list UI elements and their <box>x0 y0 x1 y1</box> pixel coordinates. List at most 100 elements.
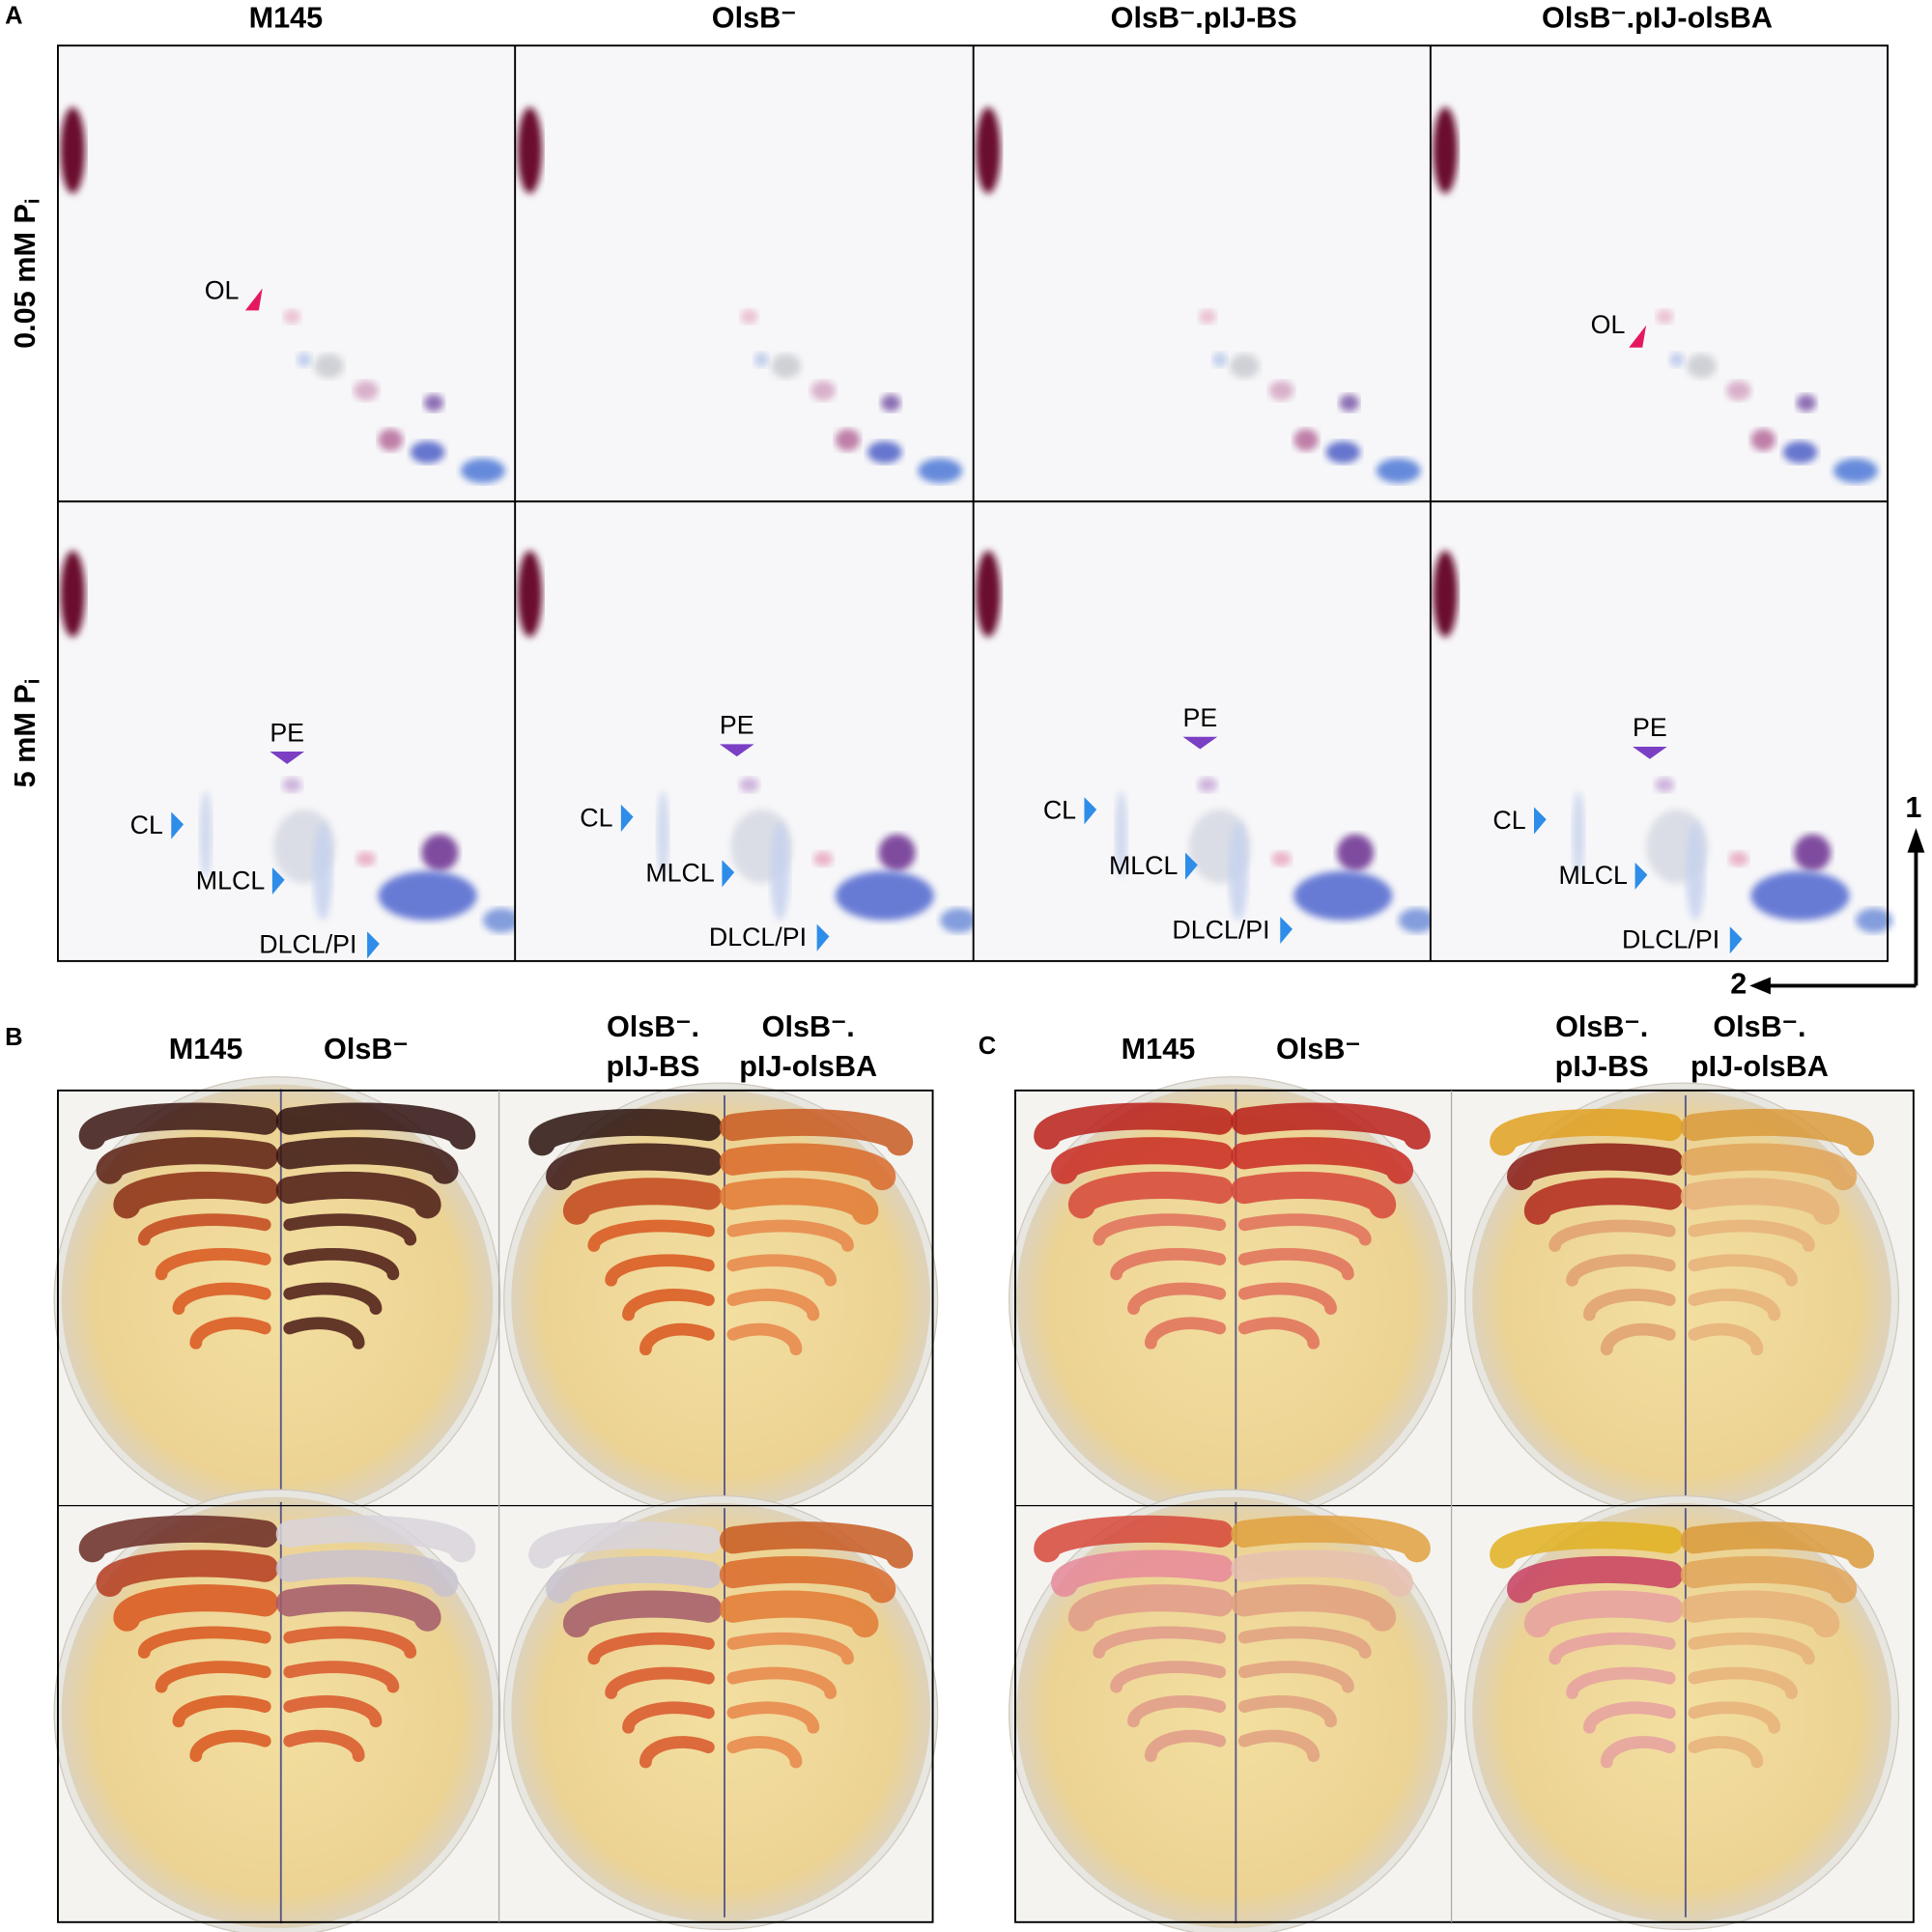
axis-arrow <box>1768 850 1918 988</box>
axis-label: 2 <box>1730 968 1747 1001</box>
arrowhead <box>171 811 185 839</box>
column-header: OlsB⁻.pIJ-olsBA <box>1542 2 1773 35</box>
lipid-spot <box>1293 870 1393 921</box>
streak <box>1231 1549 1414 1598</box>
spot-label: OL <box>205 275 240 304</box>
arrowhead <box>1534 807 1547 835</box>
arrowhead <box>1634 862 1648 890</box>
lipid-spot <box>1228 821 1249 921</box>
origin-spot <box>60 106 86 194</box>
column-header: pIJ-olsBA <box>1690 1050 1829 1083</box>
petri-dish <box>1009 1076 1457 1524</box>
spot-label: CL <box>1043 796 1076 825</box>
panel-label: C <box>979 1033 996 1060</box>
tlc-plate <box>973 45 1431 502</box>
column-header: OlsB⁻. <box>1555 1010 1648 1043</box>
lipid-spot <box>835 428 861 451</box>
column-header: M145 <box>249 2 324 35</box>
lipid-spot <box>1796 394 1817 412</box>
streak <box>1237 1248 1354 1281</box>
lipid-spot <box>1572 790 1585 878</box>
column-header: pIJ-olsBA <box>739 1050 877 1083</box>
streak <box>1051 1549 1234 1598</box>
column-header: M145 <box>1122 1033 1196 1065</box>
arrowhead <box>1182 736 1218 750</box>
streak <box>1680 1590 1840 1638</box>
spot-label: PE <box>720 711 754 740</box>
column-header: pIJ-BS <box>1555 1050 1649 1083</box>
origin-spot <box>976 106 1001 194</box>
row-label-text: 0.05 mM P <box>9 204 42 349</box>
lipid-spot <box>378 870 477 921</box>
spot-label: CL <box>130 810 163 839</box>
streak <box>1583 1289 1676 1321</box>
tlc-plate <box>57 501 521 961</box>
streak <box>155 1661 271 1693</box>
streak <box>719 1108 914 1156</box>
lipid-spot <box>810 381 836 401</box>
lipid-spot <box>1268 381 1294 401</box>
spot-label: PE <box>1633 713 1667 742</box>
streak <box>719 1555 896 1604</box>
column-header: OlsB⁻. <box>762 1010 855 1043</box>
streak <box>726 1666 838 1699</box>
streak <box>1034 1102 1234 1151</box>
lipid-spot <box>1855 908 1893 933</box>
streak <box>1067 1171 1234 1219</box>
arrowhead <box>270 752 305 764</box>
lipid-spot <box>1833 458 1878 483</box>
arrowhead <box>1280 916 1293 945</box>
streak <box>189 1317 271 1350</box>
lipid-spot <box>1728 851 1748 867</box>
streak <box>1144 1729 1227 1762</box>
lipid-spot <box>812 851 834 867</box>
spot-label: MLCL <box>196 866 265 895</box>
streak <box>137 1213 271 1246</box>
streak <box>137 1626 271 1659</box>
streak <box>1600 1322 1676 1356</box>
streak <box>172 1282 271 1315</box>
streak <box>78 1102 279 1151</box>
streak <box>1231 1137 1414 1184</box>
spot-label: MLCL <box>1109 851 1178 880</box>
lipid-spot <box>878 834 916 871</box>
column-header: pIJ-BS <box>607 1050 700 1083</box>
streak <box>78 1515 279 1563</box>
streak <box>1688 1633 1815 1665</box>
streak <box>1237 1729 1321 1762</box>
streak <box>275 1102 476 1151</box>
streak <box>1144 1317 1227 1350</box>
arrowhead <box>722 860 735 888</box>
lipid-spot <box>378 428 404 451</box>
axis-label: 1 <box>1905 791 1921 824</box>
streak <box>283 1729 365 1762</box>
lipid-spot <box>918 458 963 483</box>
streak <box>587 1219 715 1252</box>
row-label-subscript: i <box>23 198 44 204</box>
streak <box>283 1248 400 1281</box>
streak <box>1506 1143 1684 1191</box>
lipid-spot <box>199 790 213 878</box>
streak <box>283 1282 383 1315</box>
origin-spot <box>1433 551 1458 638</box>
streak <box>1231 1171 1397 1219</box>
lipid-spot <box>282 777 302 793</box>
arrowhead <box>1084 797 1097 825</box>
streak <box>622 1289 715 1321</box>
spot-label: MLCL <box>1559 861 1628 890</box>
spot-label: OL <box>1591 310 1626 339</box>
streak <box>1583 1701 1676 1734</box>
row-label-text: 5 mM P <box>9 684 42 787</box>
column-header: OlsB⁻. <box>607 1010 699 1043</box>
column-header: M145 <box>169 1033 243 1065</box>
streak <box>528 1108 723 1156</box>
streak <box>1110 1661 1227 1693</box>
lipid-spot <box>739 777 759 793</box>
row-label: 5 mM Pi <box>9 679 44 788</box>
petri-dish <box>53 1076 501 1524</box>
lipid-spot <box>1725 381 1751 401</box>
streak <box>1237 1282 1337 1315</box>
streak <box>1490 1521 1684 1569</box>
streak <box>113 1171 279 1219</box>
arrowhead <box>719 744 754 757</box>
